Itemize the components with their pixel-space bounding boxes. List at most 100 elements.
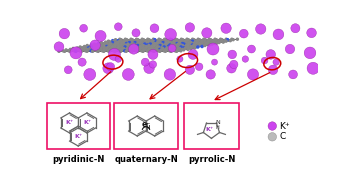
Circle shape xyxy=(154,43,156,45)
Circle shape xyxy=(190,45,192,47)
Circle shape xyxy=(180,46,182,48)
Circle shape xyxy=(161,43,162,45)
Circle shape xyxy=(113,50,115,52)
Circle shape xyxy=(176,39,178,41)
Circle shape xyxy=(186,44,188,46)
Circle shape xyxy=(90,44,92,46)
Circle shape xyxy=(144,47,145,49)
Circle shape xyxy=(109,43,111,45)
Circle shape xyxy=(136,38,138,40)
Circle shape xyxy=(126,43,128,45)
Circle shape xyxy=(173,40,175,42)
Circle shape xyxy=(219,38,222,40)
Circle shape xyxy=(160,49,162,51)
Circle shape xyxy=(172,41,174,43)
Circle shape xyxy=(195,45,198,47)
Circle shape xyxy=(156,42,159,44)
Circle shape xyxy=(204,43,206,45)
Circle shape xyxy=(126,39,128,41)
Text: quaternary-N: quaternary-N xyxy=(114,155,178,164)
Circle shape xyxy=(181,48,183,50)
Circle shape xyxy=(85,46,87,48)
Circle shape xyxy=(175,46,176,48)
Circle shape xyxy=(64,66,72,74)
Circle shape xyxy=(207,42,209,44)
Circle shape xyxy=(202,28,212,38)
Circle shape xyxy=(145,47,147,49)
Circle shape xyxy=(115,39,116,41)
Circle shape xyxy=(155,49,157,51)
Circle shape xyxy=(256,24,266,34)
Circle shape xyxy=(266,50,275,59)
Circle shape xyxy=(122,68,134,80)
Circle shape xyxy=(130,46,132,48)
Circle shape xyxy=(80,50,82,52)
Circle shape xyxy=(117,45,119,47)
Circle shape xyxy=(197,44,199,46)
Circle shape xyxy=(163,50,165,52)
Circle shape xyxy=(59,28,70,39)
Circle shape xyxy=(113,40,115,42)
Circle shape xyxy=(90,40,101,50)
Circle shape xyxy=(173,47,175,49)
Circle shape xyxy=(97,48,99,50)
Circle shape xyxy=(137,48,138,50)
Circle shape xyxy=(185,46,188,48)
Circle shape xyxy=(147,40,149,42)
Text: K⁺: K⁺ xyxy=(65,121,74,125)
Circle shape xyxy=(99,49,101,51)
Circle shape xyxy=(215,39,217,41)
Circle shape xyxy=(127,47,129,49)
Circle shape xyxy=(54,42,64,52)
Circle shape xyxy=(90,46,92,48)
Circle shape xyxy=(177,41,179,43)
Circle shape xyxy=(135,50,137,52)
Circle shape xyxy=(165,39,167,41)
Circle shape xyxy=(158,38,160,40)
Circle shape xyxy=(185,65,194,75)
Circle shape xyxy=(136,50,138,52)
Circle shape xyxy=(143,39,144,41)
Circle shape xyxy=(194,47,196,49)
Circle shape xyxy=(110,43,112,45)
Circle shape xyxy=(188,47,190,49)
Circle shape xyxy=(185,23,195,32)
Circle shape xyxy=(78,58,86,66)
Circle shape xyxy=(140,40,142,42)
Circle shape xyxy=(151,42,153,44)
Circle shape xyxy=(139,42,142,44)
Circle shape xyxy=(232,39,234,41)
Circle shape xyxy=(191,46,193,48)
Circle shape xyxy=(183,47,185,49)
Circle shape xyxy=(107,46,109,48)
Circle shape xyxy=(179,42,181,44)
Circle shape xyxy=(268,65,278,75)
Circle shape xyxy=(93,43,95,45)
Circle shape xyxy=(212,40,215,42)
Circle shape xyxy=(168,42,170,44)
Circle shape xyxy=(201,45,203,47)
Circle shape xyxy=(193,43,195,45)
Circle shape xyxy=(142,43,144,45)
Circle shape xyxy=(180,40,182,42)
Circle shape xyxy=(72,47,74,49)
Circle shape xyxy=(148,43,150,45)
Circle shape xyxy=(114,45,116,47)
Circle shape xyxy=(84,68,96,80)
Circle shape xyxy=(156,45,158,47)
Circle shape xyxy=(192,38,194,40)
Circle shape xyxy=(162,47,164,49)
Circle shape xyxy=(151,40,153,42)
Circle shape xyxy=(182,39,184,41)
Circle shape xyxy=(180,44,182,46)
Circle shape xyxy=(210,39,212,41)
Circle shape xyxy=(218,40,220,42)
Circle shape xyxy=(73,50,75,52)
Circle shape xyxy=(205,43,207,45)
Circle shape xyxy=(117,40,119,42)
Circle shape xyxy=(171,39,173,41)
Circle shape xyxy=(141,40,143,42)
Circle shape xyxy=(191,44,193,46)
Circle shape xyxy=(122,47,125,49)
Circle shape xyxy=(112,40,114,42)
